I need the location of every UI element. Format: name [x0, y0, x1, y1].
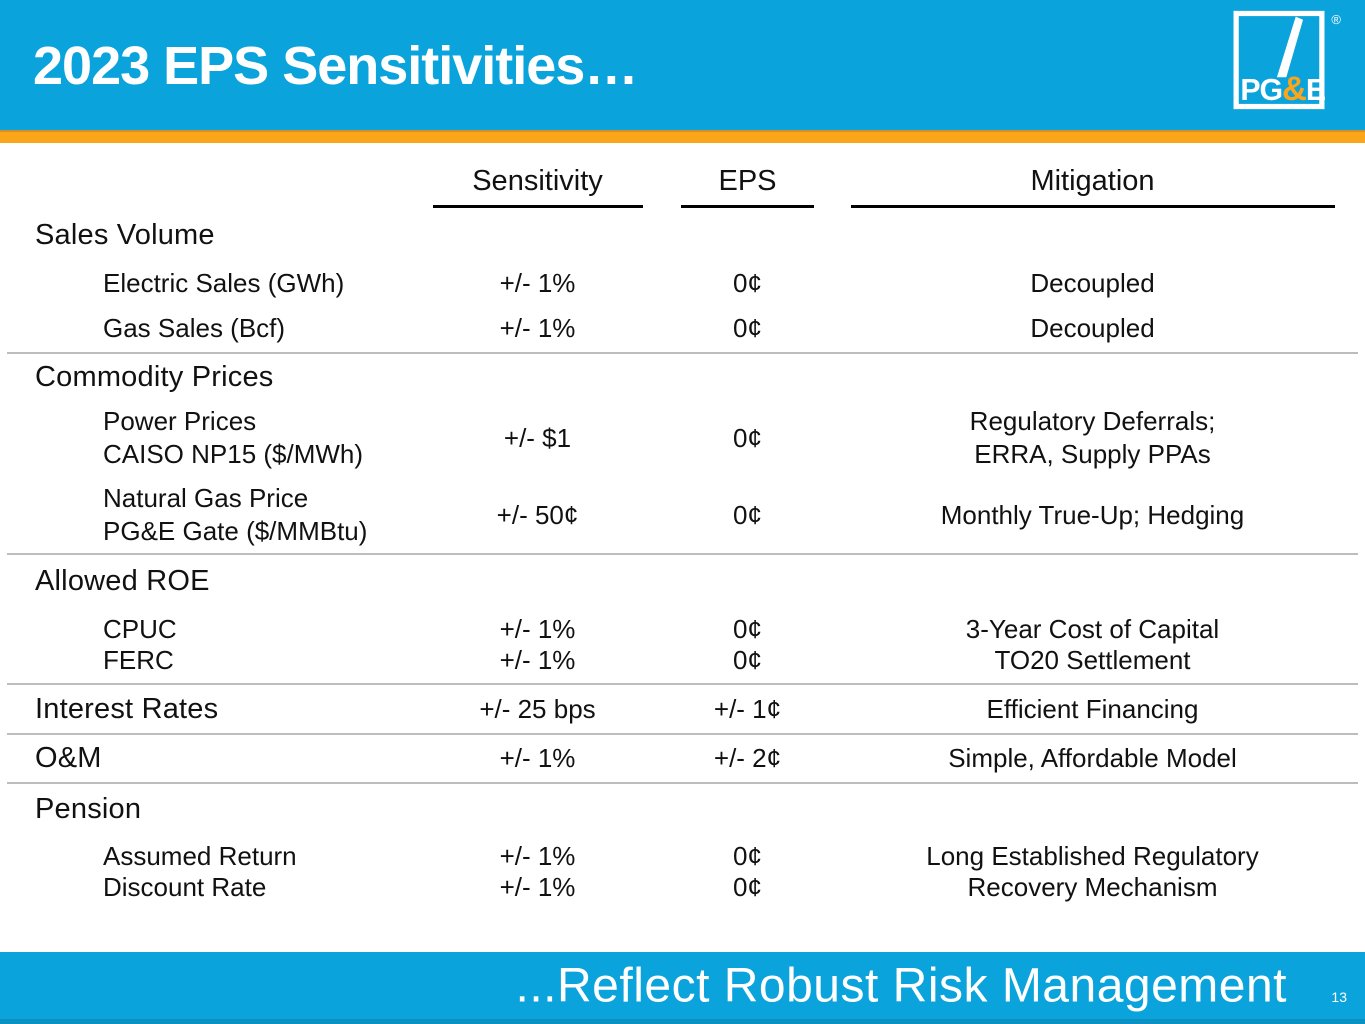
- table-row-electric-sales: Electric Sales (GWh) +/- 1% 0¢ Decoupled: [0, 262, 1355, 304]
- cell-sensitivity: +/- $1: [503, 422, 572, 453]
- footer-bar: ...Reflect Robust Risk Management 13: [0, 952, 1365, 1024]
- cell-mitigation: Decoupled: [1030, 267, 1155, 298]
- cell-sensitivity: +/- 1%: [499, 312, 576, 343]
- cell-sensitivity: +/- 1%: [499, 841, 576, 871]
- cell-label: Gas Sales (Bcf): [103, 312, 286, 343]
- table-row-assumed-return: Assumed Return +/- 1% 0¢ Long Establishe…: [0, 840, 1355, 872]
- cell-label: Power Prices CAISO NP15 ($/MWh): [103, 406, 364, 469]
- logo-letters-pg: PG: [1240, 74, 1282, 107]
- cell-sensitivity: +/- 1%: [499, 267, 576, 298]
- cell-label: Assumed Return: [103, 841, 297, 871]
- pge-logo: PG&E ®: [1233, 10, 1341, 118]
- cell-sensitivity: +/- 50¢: [496, 499, 579, 530]
- column-header-eps: EPS: [655, 165, 840, 208]
- cell-sensitivity: +/- 25 bps: [479, 693, 596, 724]
- cell-mitigation: Long Established Regulatory: [926, 841, 1259, 871]
- table-row-interest-rates: Interest Rates +/- 25 bps +/- 1¢ Efficie…: [0, 686, 1355, 732]
- logo-letters-amp: &: [1282, 70, 1306, 108]
- logo-spire-icon: [1276, 16, 1304, 78]
- cell-label: Discount Rate: [103, 872, 267, 902]
- cell-label: FERC: [103, 645, 174, 675]
- cell-sensitivity: +/- 1%: [499, 872, 576, 902]
- cell-eps: 0¢: [733, 312, 762, 343]
- cell-mitigation: Efficient Financing: [986, 693, 1199, 724]
- row-separator: [7, 683, 1358, 685]
- table-row-cpuc: CPUC +/- 1% 0¢ 3-Year Cost of Capital: [0, 613, 1355, 645]
- cell-mitigation: 3-Year Cost of Capital: [965, 614, 1220, 644]
- logo-letters-e: E: [1306, 74, 1325, 107]
- cell-sensitivity: +/- 1%: [499, 742, 576, 773]
- cell-eps: +/- 1¢: [713, 693, 782, 724]
- cell-eps: 0¢: [733, 614, 762, 644]
- svg-text:PG&E: PG&E: [1240, 70, 1325, 108]
- cell-mitigation: Monthly True-Up; Hedging: [940, 499, 1245, 530]
- cell-mitigation: Regulatory Deferrals; ERRA, Supply PPAs: [969, 406, 1216, 469]
- cell-eps: 0¢: [733, 422, 762, 453]
- cell-eps: 0¢: [733, 872, 762, 902]
- table-header-row: Sensitivity EPS Mitigation: [0, 163, 1355, 209]
- cell-mitigation: TO20 Settlement: [994, 645, 1191, 675]
- page-title: 2023 EPS Sensitivities…: [33, 36, 638, 96]
- section-heading-pension: Pension: [35, 792, 142, 825]
- cell-eps: 0¢: [733, 645, 762, 675]
- cell-label: CPUC: [103, 614, 177, 644]
- cell-mitigation: Decoupled: [1030, 312, 1155, 343]
- cell-eps: 0¢: [733, 841, 762, 871]
- cell-mitigation: Simple, Affordable Model: [948, 742, 1237, 773]
- table-row-gas-sales: Gas Sales (Bcf) +/- 1% 0¢ Decoupled: [0, 307, 1355, 349]
- pge-logo-graphic: PG&E: [1233, 10, 1327, 110]
- footer-tagline: ...Reflect Robust Risk Management: [515, 959, 1287, 1012]
- cell-mitigation: Recovery Mechanism: [967, 872, 1218, 902]
- cell-sensitivity: +/- 1%: [499, 645, 576, 675]
- page-number: 13: [1331, 989, 1347, 1005]
- header-bar: 2023 EPS Sensitivities… PG&E ®: [0, 0, 1365, 130]
- table-row-power-prices: Power Prices CAISO NP15 ($/MWh) +/- $1 0…: [0, 400, 1355, 476]
- section-heading-commodity-prices: Commodity Prices: [35, 360, 274, 393]
- cell-label: Interest Rates: [35, 692, 219, 725]
- table-row-ferc: FERC +/- 1% 0¢ TO20 Settlement: [0, 644, 1355, 676]
- section-heading-sales-volume: Sales Volume: [35, 218, 215, 251]
- cell-label: Electric Sales (GWh): [103, 267, 345, 298]
- table-row-discount-rate: Discount Rate +/- 1% 0¢ Recovery Mechani…: [0, 871, 1355, 903]
- cell-eps: 0¢: [733, 267, 762, 298]
- row-separator: [7, 553, 1358, 555]
- cell-sensitivity: +/- 1%: [499, 614, 576, 644]
- section-heading-allowed-roe: Allowed ROE: [35, 564, 210, 597]
- registered-mark: ®: [1331, 12, 1341, 27]
- column-header-mitigation: Mitigation: [840, 165, 1345, 208]
- accent-divider: [0, 130, 1365, 143]
- table-row-natural-gas-price: Natural Gas Price PG&E Gate ($/MMBtu) +/…: [0, 478, 1355, 552]
- row-separator: [7, 733, 1358, 735]
- cell-label: O&M: [35, 741, 102, 774]
- cell-label: Natural Gas Price PG&E Gate ($/MMBtu): [103, 483, 368, 546]
- cell-eps: +/- 2¢: [713, 742, 782, 773]
- column-header-sensitivity: Sensitivity: [420, 165, 655, 208]
- table-row-oandm: O&M +/- 1% +/- 2¢ Simple, Affordable Mod…: [0, 735, 1355, 781]
- row-separator: [7, 352, 1358, 354]
- row-separator: [7, 782, 1358, 784]
- cell-eps: 0¢: [733, 499, 762, 530]
